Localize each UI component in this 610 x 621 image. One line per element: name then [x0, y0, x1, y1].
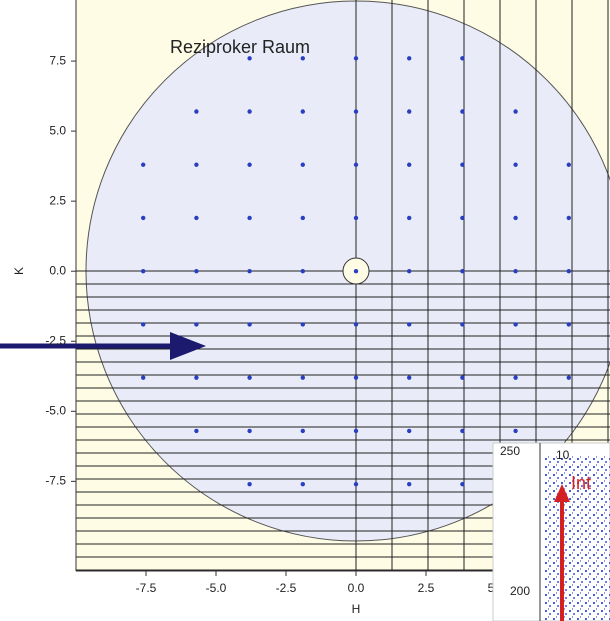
bragg-spot [460, 163, 464, 167]
bragg-spot [567, 163, 571, 167]
bragg-spot [407, 482, 411, 486]
bragg-spot [301, 216, 305, 220]
bragg-spot [301, 322, 305, 326]
bragg-spot [567, 269, 571, 273]
bragg-spot [194, 269, 198, 273]
bragg-spot [407, 269, 411, 273]
bragg-spot [407, 375, 411, 379]
bragg-spot [513, 216, 517, 220]
bragg-spot [460, 216, 464, 220]
bragg-spot [141, 163, 145, 167]
bragg-spot [194, 163, 198, 167]
bragg-spot [194, 375, 198, 379]
bragg-spot [460, 269, 464, 273]
bragg-spot [460, 429, 464, 433]
bragg-spot [354, 216, 358, 220]
bragg-spot [354, 163, 358, 167]
bragg-spot [247, 322, 251, 326]
bragg-spot [247, 109, 251, 113]
bragg-spot [513, 163, 517, 167]
bragg-spot [354, 429, 358, 433]
y-tick-label: -2.5 [45, 333, 66, 347]
bragg-spot [354, 56, 358, 60]
bragg-spot [407, 56, 411, 60]
bragg-spot [301, 269, 305, 273]
chart: Reziproker Raum H K -7.5 -5.0 -2.5 0.0 2.5 5.… [0, 0, 610, 621]
bragg-spot [141, 216, 145, 220]
bragg-spot [407, 109, 411, 113]
bragg-spot [513, 375, 517, 379]
bragg-spot [460, 322, 464, 326]
bragg-spot [247, 269, 251, 273]
bragg-spot [247, 429, 251, 433]
bragg-spot [141, 375, 145, 379]
bragg-spot [407, 322, 411, 326]
y-tick-label: -7.5 [45, 474, 66, 488]
y-axis-label: K [12, 267, 26, 275]
bragg-spot [301, 482, 305, 486]
bragg-spot [407, 216, 411, 220]
inset-tick-label: 250 [500, 444, 520, 458]
bragg-spot [513, 109, 517, 113]
bragg-spot [354, 322, 358, 326]
bragg-spot [354, 375, 358, 379]
bragg-spot [567, 375, 571, 379]
inset-tick-label: 200 [510, 584, 530, 598]
page: {"chart_data": {"type": "scatter", "titl… [0, 0, 610, 621]
x-tick-label: 0.0 [348, 581, 365, 595]
bragg-spot [513, 322, 517, 326]
bragg-spot [301, 163, 305, 167]
bragg-spot [567, 216, 571, 220]
bragg-spot [194, 429, 198, 433]
x-axis-label: H [352, 602, 361, 616]
y-tick-label: 0.0 [49, 263, 66, 277]
bragg-spot [354, 109, 358, 113]
bragg-spot [301, 375, 305, 379]
bragg-spot [407, 163, 411, 167]
x-tick-label: -5.0 [206, 581, 227, 595]
bragg-spot [460, 375, 464, 379]
x-tick-label: 2.5 [418, 581, 435, 595]
bragg-spot [194, 109, 198, 113]
bragg-spot [513, 269, 517, 273]
y-tick-label: 2.5 [49, 193, 66, 207]
bragg-spot [194, 216, 198, 220]
bragg-spot [141, 269, 145, 273]
bragg-spot [567, 322, 571, 326]
inset-annotation: Int [571, 473, 591, 493]
bragg-spot [513, 429, 517, 433]
x-tick-label: -2.5 [276, 581, 297, 595]
bragg-spot [301, 429, 305, 433]
bragg-spot [460, 482, 464, 486]
bragg-spot [407, 429, 411, 433]
y-tick-label: 5.0 [49, 123, 66, 137]
bragg-spot [247, 482, 251, 486]
y-tick-label: 7.5 [49, 53, 66, 67]
bragg-spot [354, 482, 358, 486]
y-tick-label: -5.0 [45, 403, 66, 417]
x-tick-label: -7.5 [136, 581, 157, 595]
bragg-spot [354, 269, 358, 273]
inset-tick-label: 10 [556, 448, 570, 462]
bragg-spot [460, 56, 464, 60]
inset-panel: 250 200 10 Int [493, 443, 610, 621]
bragg-spot [247, 216, 251, 220]
bragg-spot [460, 109, 464, 113]
bragg-spot [141, 322, 145, 326]
bragg-spot [247, 163, 251, 167]
bragg-spot [194, 322, 198, 326]
chart-title: Reziproker Raum [170, 37, 310, 57]
bragg-spot [301, 109, 305, 113]
bragg-spot [247, 375, 251, 379]
